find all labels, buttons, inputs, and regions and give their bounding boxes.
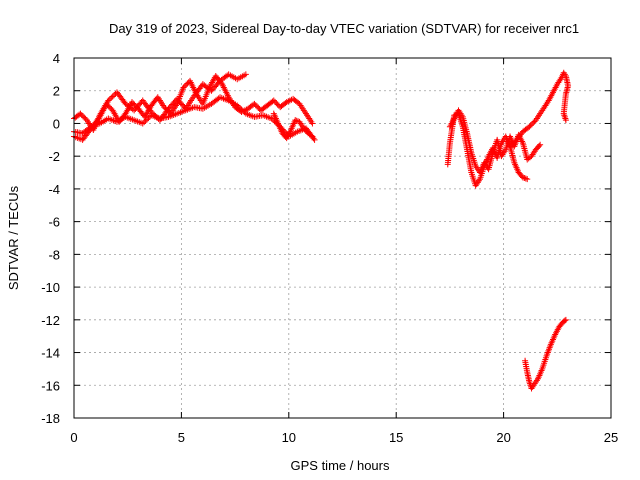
data-point (238, 106, 245, 113)
data-point (293, 117, 300, 124)
chart-title: Day 319 of 2023, Sidereal Day-to-day VTE… (109, 21, 579, 36)
data-point (139, 120, 146, 127)
data-point (183, 81, 190, 88)
data-point (111, 92, 118, 99)
series-trace-g (507, 69, 572, 151)
data-point (234, 102, 241, 109)
data-point (145, 115, 152, 121)
x-tick-label: 0 (70, 430, 77, 445)
y-tick-label: -8 (48, 247, 60, 262)
y-tick-label: -10 (41, 280, 60, 295)
y-tick-label: 2 (53, 84, 60, 99)
series-trace-d (270, 110, 316, 142)
data-point (309, 133, 316, 140)
data-point (242, 71, 249, 78)
data-point (144, 116, 151, 123)
data-point (141, 119, 148, 126)
data-point (561, 317, 568, 324)
plot-frame (73, 57, 612, 419)
data-point (77, 110, 84, 117)
data-point (78, 111, 85, 118)
data-point (130, 100, 137, 107)
y-tick-label: 0 (53, 116, 60, 131)
series-trace-h (522, 316, 569, 392)
y-tick-label: -4 (48, 182, 60, 197)
data-point (272, 98, 279, 105)
data-point (252, 102, 259, 109)
x-tick-label: 15 (389, 430, 403, 445)
y-tick-label: -16 (41, 378, 60, 393)
data-point (255, 104, 262, 111)
data-point (121, 99, 128, 106)
data-point (81, 114, 88, 121)
grid-lines (74, 58, 611, 418)
y-tick-label: -2 (48, 149, 60, 164)
data-point (537, 141, 544, 148)
y-tick-label: -12 (41, 313, 60, 328)
y-tick-label: -14 (41, 346, 60, 361)
data-point (142, 117, 149, 124)
data-point (107, 104, 114, 111)
data-point (521, 175, 528, 181)
data-point (273, 100, 280, 107)
data-point (251, 100, 258, 107)
data-point (161, 104, 168, 111)
data-point (530, 119, 537, 126)
series-trace-e (444, 110, 531, 189)
data-point (235, 103, 242, 110)
data-point (106, 96, 113, 103)
data-point (522, 175, 529, 182)
x-tick-label: 20 (496, 430, 510, 445)
data-point (562, 117, 569, 124)
data-point (181, 83, 188, 90)
data-point (527, 122, 534, 129)
data-point (86, 124, 93, 131)
y-tick-label: -18 (41, 411, 60, 426)
data-point (519, 174, 526, 181)
data-point (180, 84, 187, 91)
data-point (105, 97, 112, 104)
x-tick-label: 25 (604, 430, 618, 445)
data-point (239, 107, 246, 114)
data-point (524, 176, 531, 183)
data-point (311, 136, 318, 143)
y-tick-label: -6 (48, 215, 60, 230)
data-point (108, 94, 115, 101)
x-axis-label: GPS time / hours (291, 458, 390, 473)
y-axis-label: SDTVAR / TECUs (6, 185, 21, 290)
data-point (80, 113, 87, 120)
data-point (292, 117, 299, 124)
data-point (536, 142, 543, 149)
data-point (527, 154, 534, 161)
data-point (528, 121, 535, 128)
data-point (307, 132, 314, 139)
data-point (270, 97, 277, 104)
data-series (71, 69, 572, 392)
data-point (309, 120, 316, 127)
data-point (237, 105, 244, 112)
x-tick-label: 10 (282, 430, 296, 445)
data-point (95, 115, 102, 122)
data-point (128, 99, 135, 106)
data-point (147, 107, 154, 114)
data-point (274, 101, 281, 108)
series-trace-f (446, 107, 544, 176)
data-point (254, 103, 261, 110)
x-tick-label: 5 (178, 430, 185, 445)
data-point (562, 316, 569, 323)
y-tick-label: 4 (53, 51, 60, 66)
data-point (109, 93, 116, 100)
data-point (241, 109, 248, 116)
data-point (184, 80, 191, 87)
data-point (526, 123, 533, 130)
